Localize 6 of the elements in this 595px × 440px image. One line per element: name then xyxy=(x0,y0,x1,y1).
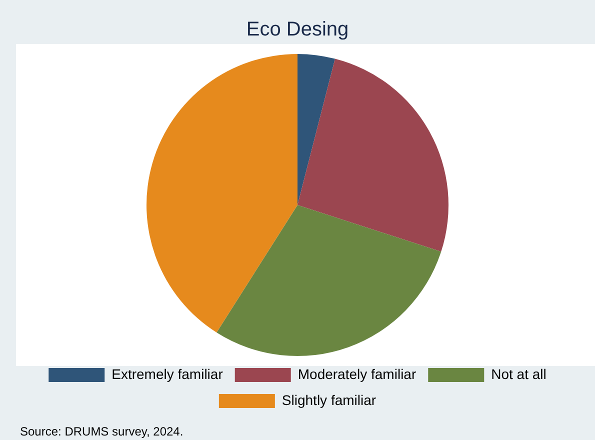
legend-label: Extremely familiar xyxy=(112,366,224,382)
legend-label: Not at all xyxy=(491,366,546,382)
chart-title: Eco Desing xyxy=(246,18,349,41)
source-note: Source: DRUMS survey, 2024. xyxy=(20,424,184,438)
legend-label: Moderately familiar xyxy=(298,366,416,382)
legend-label: Slightly familiar xyxy=(282,392,376,408)
